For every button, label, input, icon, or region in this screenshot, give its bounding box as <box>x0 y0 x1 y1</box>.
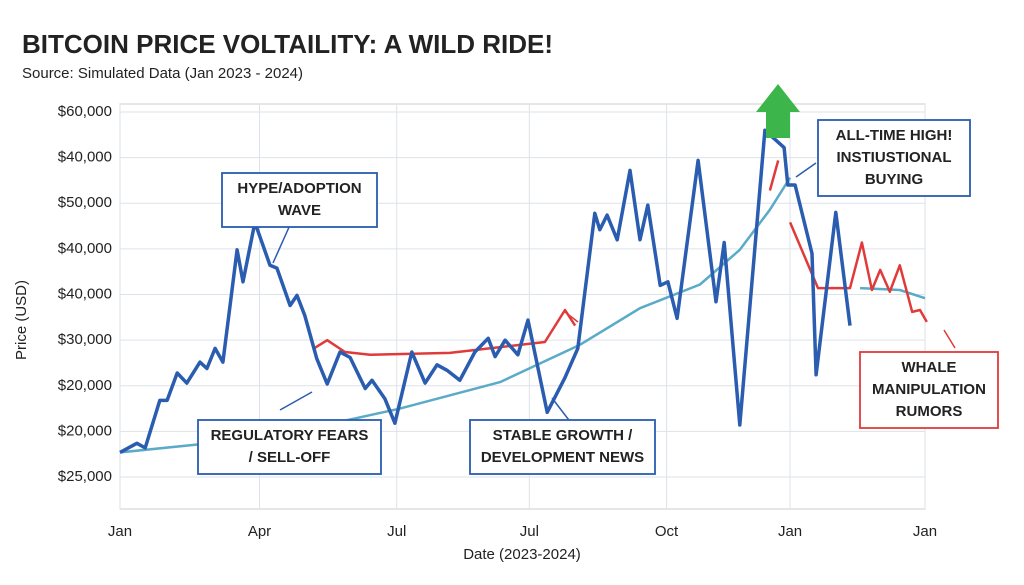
annotation-text: REGULATORY FEARS <box>211 427 369 444</box>
annotation-text: / SELL-OFF <box>249 449 331 466</box>
y-tick-label: $40,000 <box>58 149 112 166</box>
annotation-text: ALL-TIME HIGH! <box>836 127 953 144</box>
y-tick-label: $40,000 <box>58 240 112 257</box>
x-tick-label: Jul <box>387 523 406 540</box>
annotation-box <box>469 419 656 475</box>
annotation-box <box>197 419 382 475</box>
plot-area: $25,000 $20,000 $20,000 $30,000 $40,000 $40,0… <box>58 103 937 540</box>
y-tick-label: $30,000 <box>58 331 112 348</box>
annotation-text: INSTIUSTIONAL <box>837 149 952 166</box>
pointer-arrows-red <box>564 311 956 349</box>
annotation-text: MANIPULATION <box>872 381 986 398</box>
annotation-text: BUYING <box>865 171 923 188</box>
y-tick-label: $20,000 <box>58 377 112 394</box>
annotation-box <box>221 172 378 228</box>
y-tick-label: $60,000 <box>58 103 112 120</box>
y-tick-label: $50,000 <box>58 194 112 211</box>
x-tick-label: Jan <box>913 523 937 540</box>
x-tick-label: Oct <box>655 523 679 540</box>
chart-subtitle: Source: Simulated Data (Jan 2023 - 2024) <box>22 65 303 82</box>
chart-title: BITCOIN PRICE VOLTAILITY: A WILD RIDE! <box>22 29 553 59</box>
price-line <box>119 128 852 454</box>
y-tick-label: $25,000 <box>58 468 112 485</box>
annotation-text: DEVELOPMENT NEWS <box>481 449 644 466</box>
x-tick-label: Apr <box>248 523 271 540</box>
x-tick-label: Jan <box>778 523 802 540</box>
annotation-text: WHALE <box>902 359 957 376</box>
y-axis-label: Price (USD) <box>13 280 30 360</box>
annotation-text: WAVE <box>278 202 321 219</box>
annotation-box <box>817 119 971 197</box>
annotation-text: HYPE/ADOPTION <box>237 180 361 197</box>
y-tick-label: $20,000 <box>58 422 112 439</box>
x-tick-label: Jul <box>520 523 539 540</box>
annotation-box <box>859 351 999 429</box>
x-axis-label: Date (2023-2024) <box>463 546 581 563</box>
up-arrow <box>756 84 800 138</box>
annotation-text: RUMORS <box>896 403 963 420</box>
annotation-text: STABLE GROWTH / <box>493 427 634 444</box>
x-tick-label: Jan <box>108 523 132 540</box>
y-tick-label: $40,000 <box>58 285 112 302</box>
